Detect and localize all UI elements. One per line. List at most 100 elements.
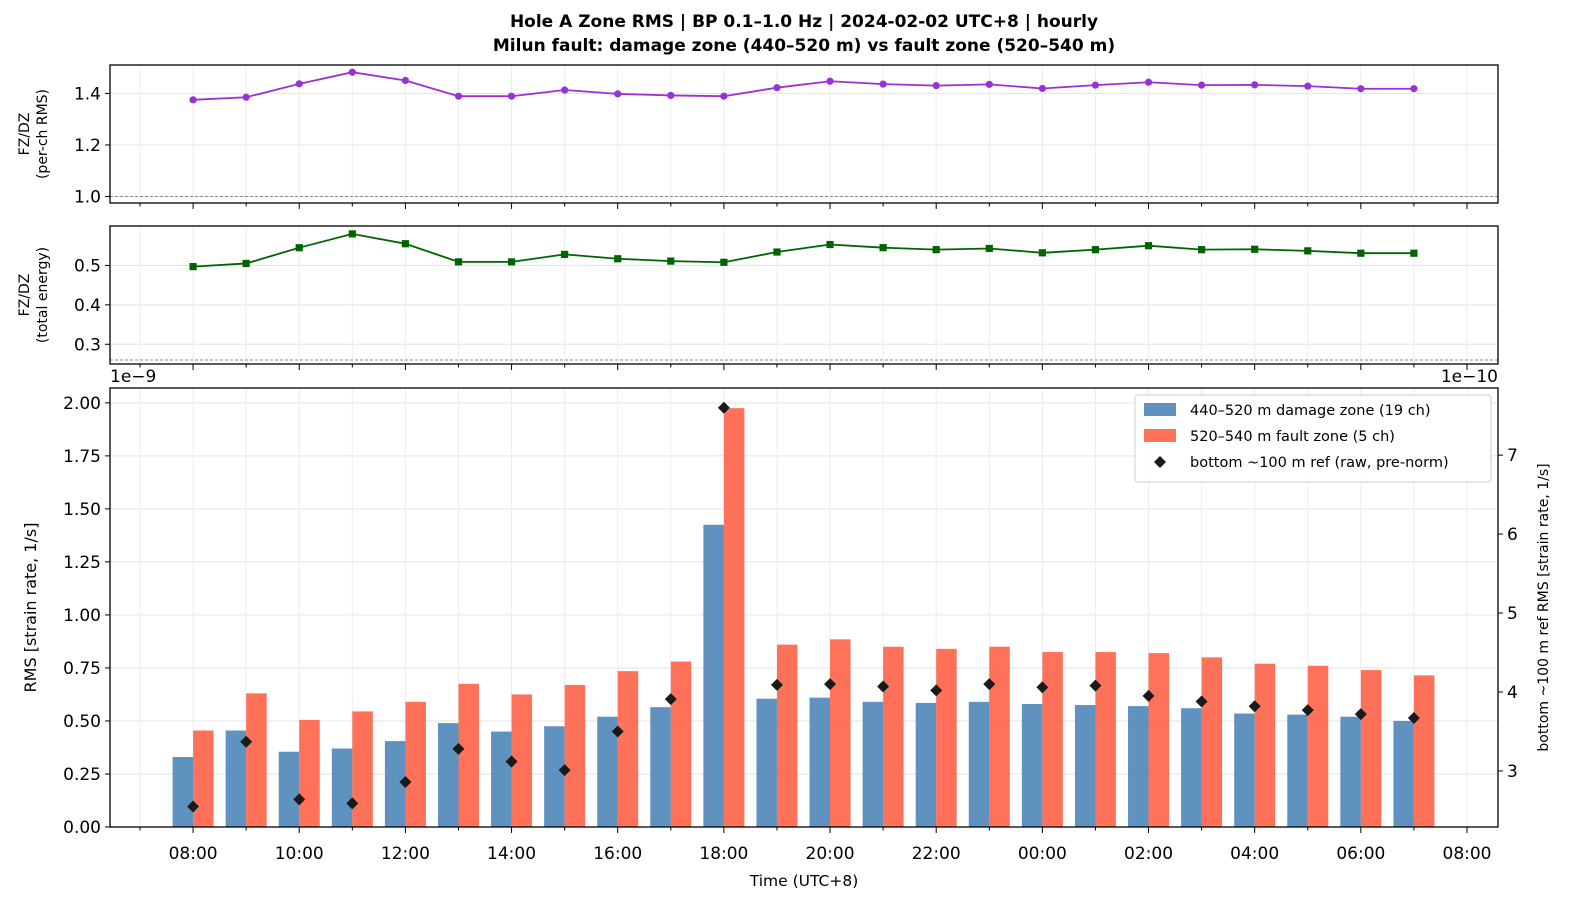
reference-diamond: [1407, 712, 1420, 725]
ratio-point: [773, 84, 781, 92]
ratio-point: [826, 77, 834, 85]
fault-zone-bar: [1360, 670, 1382, 827]
y2-tick-label: 7: [1507, 446, 1518, 466]
fault-zone-bar: [670, 661, 692, 827]
reference-diamond: [346, 797, 359, 810]
fault-zone-bar: [883, 646, 904, 827]
ratio-point: [1251, 245, 1259, 253]
plot-frame: [109, 387, 1499, 828]
reference-diamond: [930, 684, 943, 697]
fault-zone-bar: [1042, 652, 1063, 827]
fault-zone-bar: [1307, 665, 1329, 827]
ratio-point: [1038, 84, 1046, 93]
damage-zone-bar: [384, 741, 406, 827]
ratio-point: [1144, 242, 1153, 250]
fault-zone-bar: [352, 711, 373, 827]
legend-label-fault-zone: 520–540 m fault zone (5 ch): [1190, 429, 1395, 445]
damage-zone-bar: [1287, 714, 1308, 827]
ratio-point: [454, 258, 463, 266]
y-axis-label: (total energy): [35, 247, 51, 343]
ratio-point: [720, 92, 728, 100]
ratio-point: [720, 258, 728, 266]
x-tick-label: 08:00: [1443, 844, 1492, 864]
reference-diamond: [1036, 681, 1049, 694]
ratio-point: [1091, 81, 1100, 89]
legend-swatch-damage-zone: [1144, 403, 1176, 416]
y-tick-label: 0.25: [63, 765, 101, 785]
y-tick-label: 0.50: [63, 712, 101, 732]
ratio-point: [1198, 81, 1206, 89]
y-offset-label: 1e−9: [110, 367, 156, 387]
damage-zone-bar: [650, 707, 671, 827]
panel-3: 0.00 0.25 0.50 0.75 1.00 1.25 1.50 1.75 2.00 3 4 5 6…: [21, 367, 1552, 890]
ratio-point: [1144, 78, 1153, 86]
y-tick-label: 1.4: [74, 84, 101, 104]
damage-zone-bar: [544, 726, 565, 827]
legend-box: [1134, 394, 1492, 483]
ratio-point: [1410, 249, 1418, 257]
damage-zone-bar: [915, 702, 937, 827]
x-tick-label: 02:00: [1124, 844, 1173, 864]
x-tick-label: 10:00: [275, 844, 324, 864]
ratio-point: [1251, 81, 1259, 89]
y2-tick-label: 4: [1507, 683, 1518, 703]
y-axis-label: FZ/DZ: [17, 113, 33, 156]
damage-zone-bar: [1340, 716, 1361, 827]
damage-zone-bar: [597, 716, 618, 827]
y-axis-label: FZ/DZ: [17, 274, 33, 317]
y-axis-label: RMS [strain rate, 1/s]: [21, 523, 40, 693]
legend-label-damage-zone: 440–520 m damage zone (19 ch): [1190, 403, 1431, 419]
chart-title-line-2: Milun fault: damage zone (440–520 m) vs …: [492, 36, 1116, 56]
ratio-point: [879, 80, 887, 88]
ratio-point: [1304, 247, 1312, 255]
ratio-point: [1357, 85, 1365, 93]
x-tick-label: 04:00: [1230, 844, 1279, 864]
y2-tick-label: 6: [1507, 525, 1518, 545]
y2-offset-label: 1e−10: [1441, 367, 1498, 387]
reference-diamond: [187, 800, 200, 813]
ratio-point: [985, 244, 993, 253]
x-axis-label: Time (UTC+8): [749, 872, 859, 890]
ratio-point: [932, 246, 940, 254]
legend-swatch-reference: [1154, 456, 1166, 468]
damage-zone-bar: [756, 698, 777, 827]
y-tick-label: 1.75: [63, 447, 101, 467]
y-tick-label: 0.75: [63, 659, 101, 679]
reference-diamond: [1248, 700, 1261, 713]
reference-diamond: [1142, 689, 1155, 702]
ratio-point: [401, 76, 409, 85]
x-tick-label: 08:00: [169, 844, 218, 864]
damage-zone-bar: [1393, 720, 1414, 827]
damage-zone-bar: [703, 524, 724, 827]
y-tick-label: 2.00: [63, 394, 101, 414]
reference-diamond: [664, 693, 677, 706]
damage-zone-bar: [172, 757, 194, 827]
ratio-point: [1410, 85, 1418, 93]
ratio-point: [879, 244, 887, 252]
reference-diamond: [877, 680, 890, 693]
ratio-point: [826, 240, 834, 249]
fault-zone-bar: [1254, 663, 1276, 827]
damage-zone-bar: [1234, 713, 1255, 827]
reference-diamond: [770, 678, 783, 691]
ratio-point: [189, 263, 197, 271]
fault-zone-bar: [511, 694, 533, 827]
ratio-point: [1038, 249, 1046, 257]
reference-diamond: [717, 401, 730, 414]
reference-diamond: [1301, 704, 1314, 717]
reference-diamond: [611, 725, 624, 738]
y-tick-label: 0.00: [63, 818, 101, 838]
x-tick-label: 14:00: [487, 844, 536, 864]
y-tick-label: 1.50: [63, 500, 101, 520]
ratio-point: [507, 258, 516, 266]
x-tick-label: 18:00: [699, 844, 748, 864]
x-tick-label: 00:00: [1018, 844, 1067, 864]
y2-axis-label: bottom ~100 m ref RMS [strain rate, 1/s]: [1536, 463, 1552, 751]
ratio-line: [193, 71, 1414, 101]
damage-zone-bar: [491, 731, 512, 827]
reference-diamond: [1195, 695, 1208, 708]
x-tick-label: 06:00: [1336, 844, 1385, 864]
damage-zone-bar: [331, 748, 353, 827]
damage-zone-bar: [1128, 706, 1149, 827]
